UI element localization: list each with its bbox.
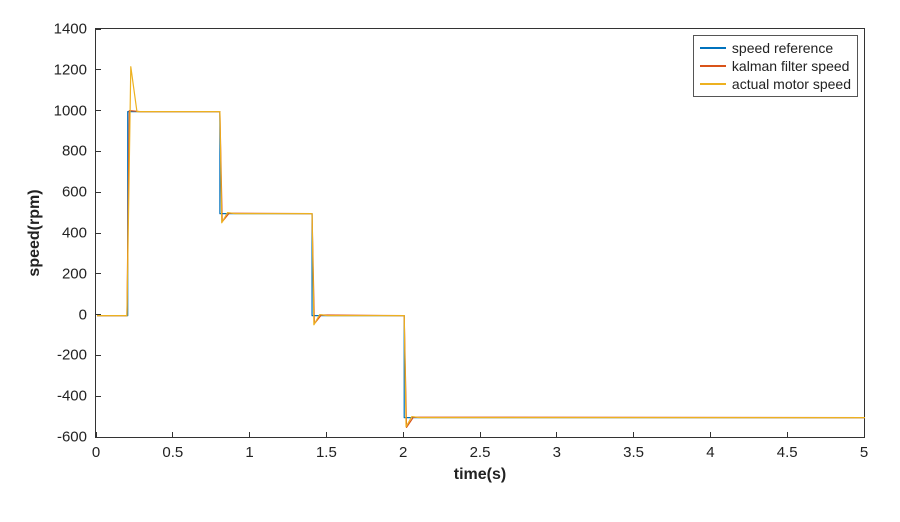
x-tick-label: 2.5 bbox=[470, 444, 491, 461]
y-tick bbox=[95, 273, 101, 274]
y-tick-label: 800 bbox=[62, 143, 87, 160]
x-tick-label: 1.5 bbox=[316, 444, 337, 461]
x-tick bbox=[326, 432, 327, 438]
x-tick bbox=[864, 432, 865, 438]
legend-swatch bbox=[700, 83, 726, 85]
y-tick bbox=[95, 29, 101, 30]
y-tick bbox=[95, 233, 101, 234]
series-line bbox=[97, 67, 865, 427]
y-tick-label: 600 bbox=[62, 184, 87, 201]
legend-item: actual motor speed bbox=[700, 75, 851, 93]
figure: speed reference kalman filter speed actual… bbox=[0, 0, 900, 522]
x-tick-label: 0 bbox=[92, 444, 100, 461]
y-tick bbox=[95, 192, 101, 193]
y-tick-label: 1400 bbox=[54, 21, 87, 38]
legend-label: speed reference bbox=[732, 40, 833, 56]
legend-item: speed reference bbox=[700, 39, 851, 57]
y-tick-label: -400 bbox=[57, 388, 87, 405]
y-tick bbox=[95, 110, 101, 111]
x-tick-label: 0.5 bbox=[162, 444, 183, 461]
x-tick bbox=[403, 432, 404, 438]
legend-label: kalman filter speed bbox=[732, 58, 850, 74]
x-axis-label: time(s) bbox=[454, 466, 506, 484]
legend-swatch bbox=[700, 47, 726, 49]
y-tick bbox=[95, 396, 101, 397]
x-tick bbox=[172, 432, 173, 438]
x-tick-label: 3 bbox=[553, 444, 561, 461]
y-tick-label: 1000 bbox=[54, 102, 87, 119]
x-tick bbox=[480, 432, 481, 438]
x-tick-label: 1 bbox=[245, 444, 253, 461]
y-tick-label: 200 bbox=[62, 265, 87, 282]
x-tick bbox=[556, 432, 557, 438]
y-axis-label: speed(rpm) bbox=[26, 189, 44, 276]
series-line bbox=[97, 112, 865, 418]
legend-swatch bbox=[700, 65, 726, 67]
x-tick bbox=[710, 432, 711, 438]
x-tick bbox=[249, 432, 250, 438]
y-tick-label: 0 bbox=[79, 306, 87, 323]
series-line bbox=[97, 111, 865, 428]
x-tick-label: 4.5 bbox=[777, 444, 798, 461]
y-tick bbox=[95, 437, 101, 438]
y-tick-label: -200 bbox=[57, 347, 87, 364]
legend-label: actual motor speed bbox=[732, 76, 851, 92]
x-tick-label: 3.5 bbox=[623, 444, 644, 461]
y-tick bbox=[95, 151, 101, 152]
y-tick bbox=[95, 314, 101, 315]
x-tick-label: 5 bbox=[860, 444, 868, 461]
x-tick bbox=[633, 432, 634, 438]
legend: speed reference kalman filter speed actual… bbox=[693, 35, 858, 97]
legend-item: kalman filter speed bbox=[700, 57, 851, 75]
x-tick-label: 4 bbox=[706, 444, 714, 461]
x-tick-label: 2 bbox=[399, 444, 407, 461]
y-tick-label: 1200 bbox=[54, 61, 87, 78]
plot-area: speed reference kalman filter speed actual… bbox=[95, 28, 865, 438]
x-tick bbox=[787, 432, 788, 438]
y-tick bbox=[95, 69, 101, 70]
y-tick-label: 400 bbox=[62, 225, 87, 242]
y-tick bbox=[95, 355, 101, 356]
y-tick-label: -600 bbox=[57, 429, 87, 446]
